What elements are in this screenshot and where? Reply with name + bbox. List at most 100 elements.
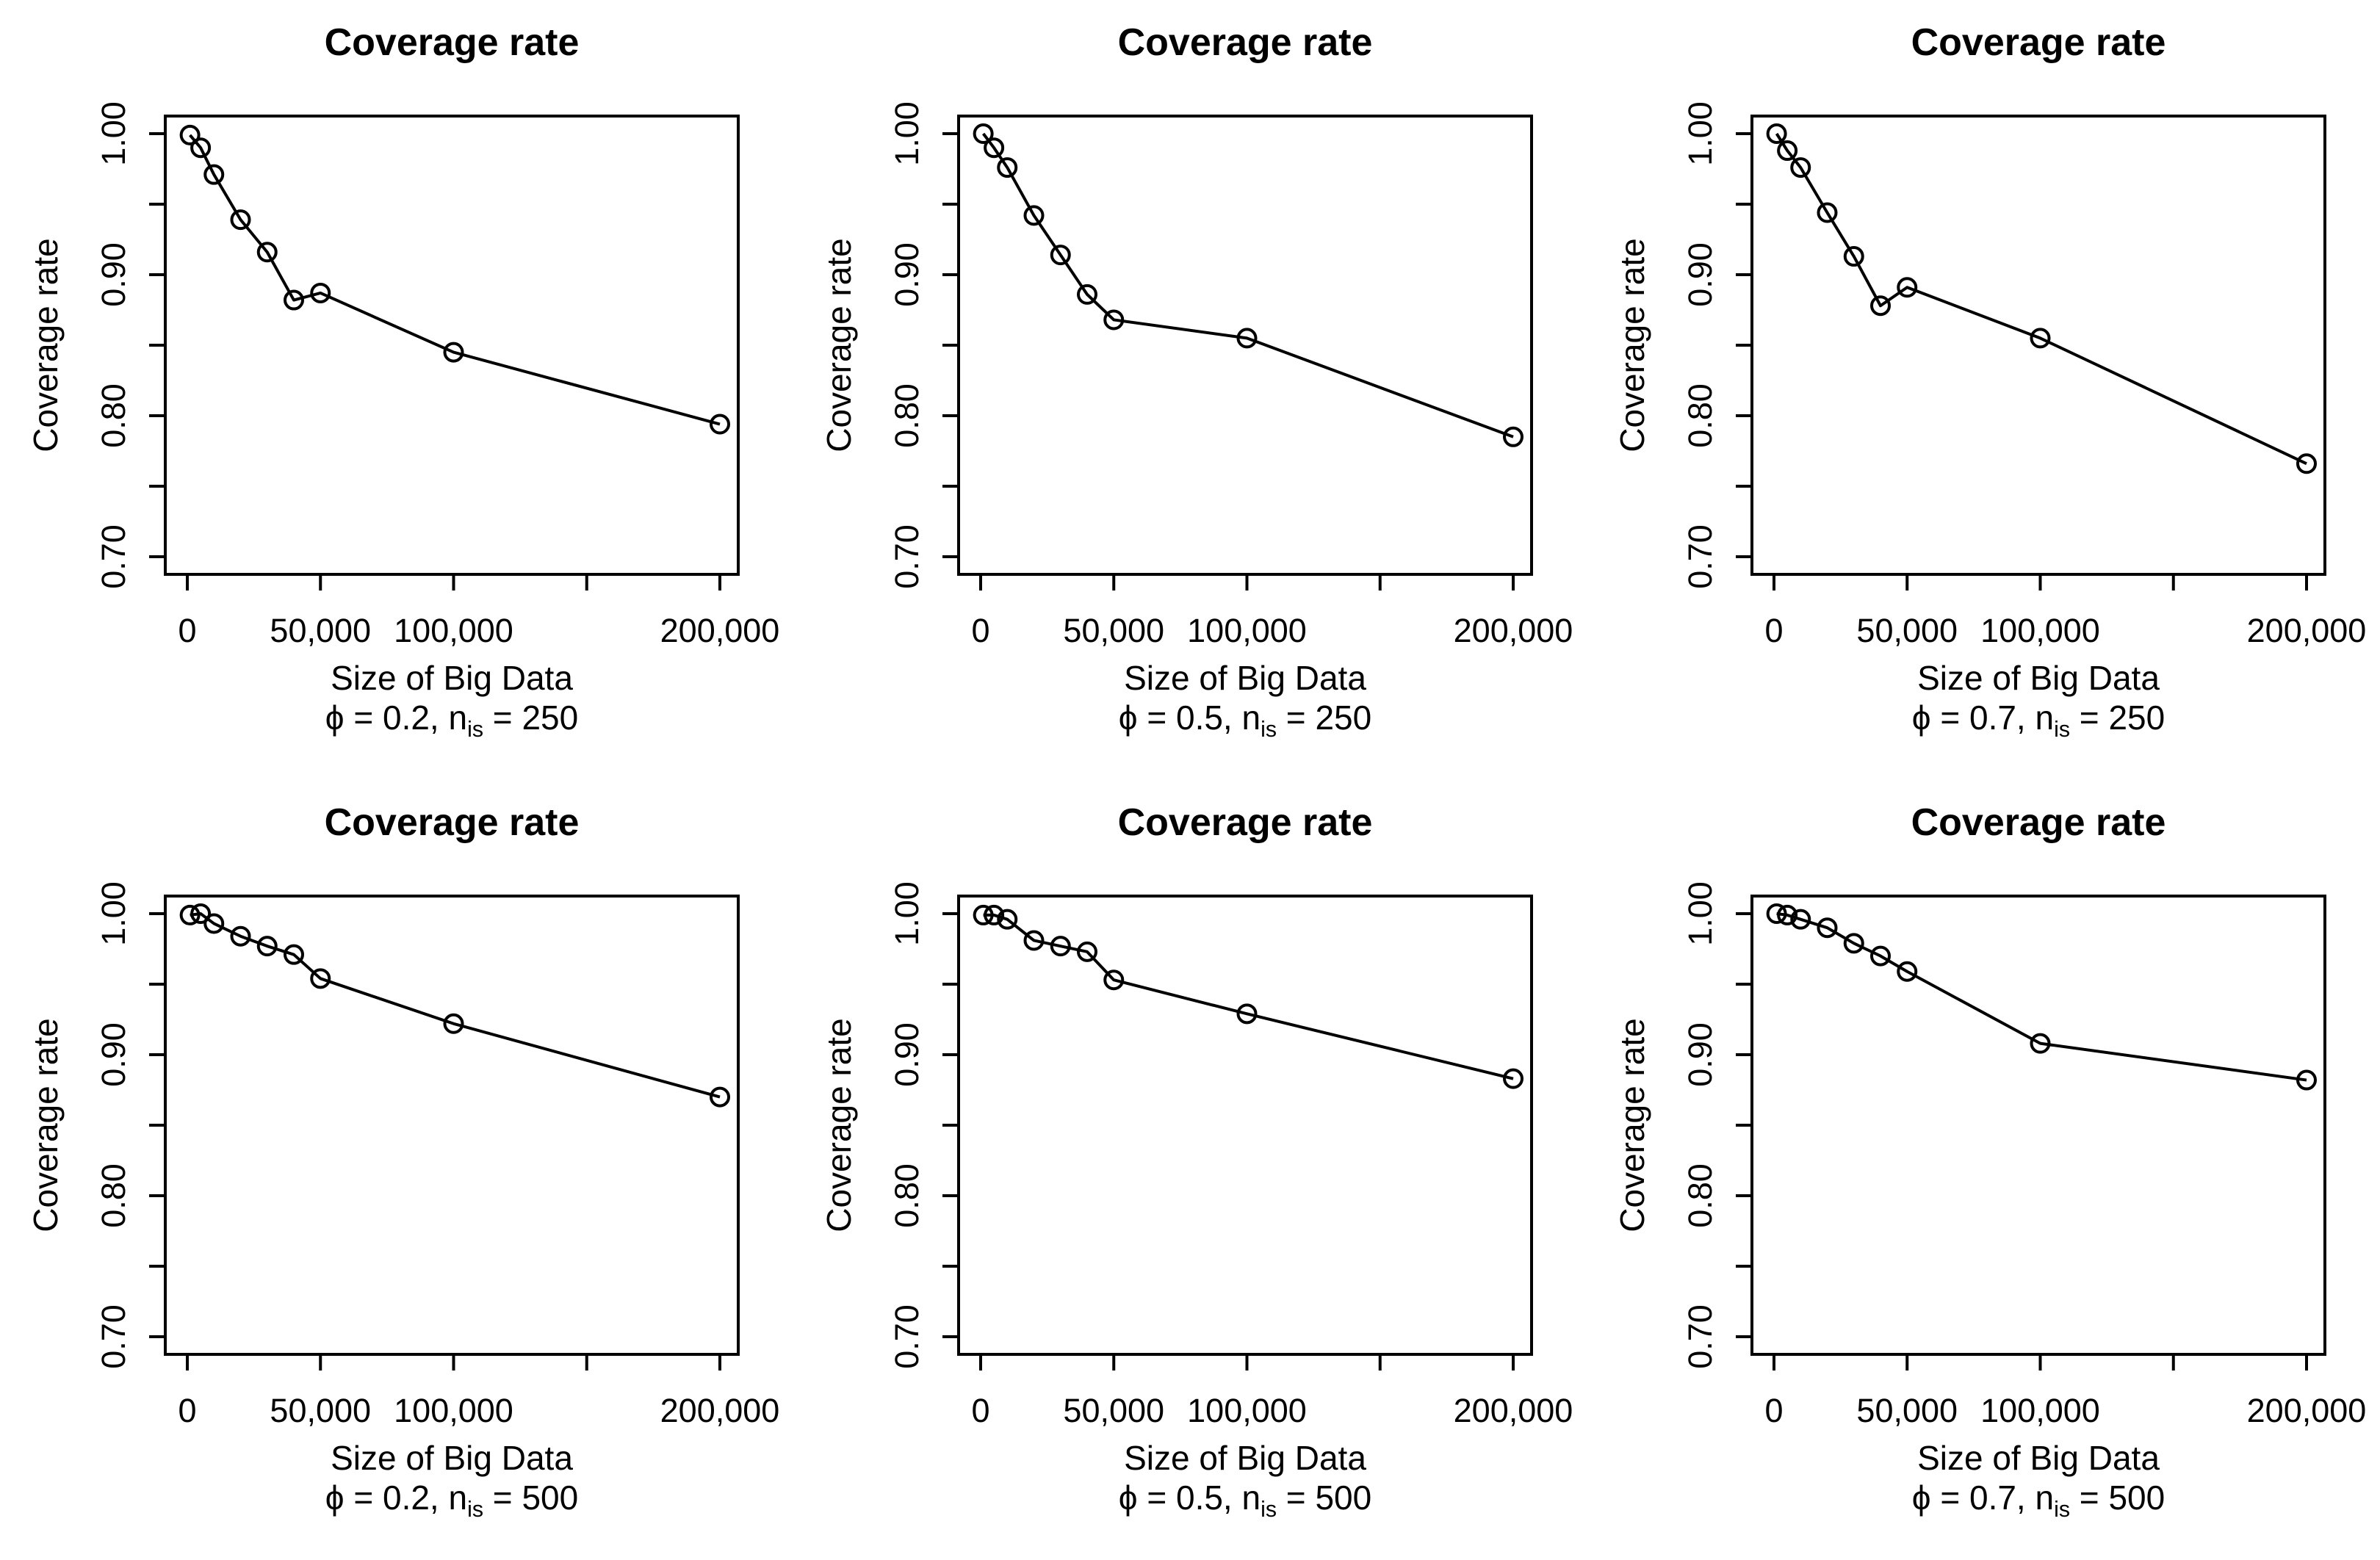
data-line (189, 134, 721, 426)
x-tick-label: 0 (1764, 1392, 1783, 1429)
y-tick-label: 0.90 (888, 242, 926, 307)
data-point (1766, 123, 1787, 144)
param-label: ϕ = 0.2, nis = 250 (165, 698, 738, 744)
param-subscript: is (1261, 1498, 1277, 1523)
y-tick-label: 0.90 (95, 242, 132, 307)
y-tick-label: 1.00 (888, 881, 926, 946)
x-tick-label: 100,000 (1980, 612, 2100, 649)
param-subscript: is (467, 1498, 484, 1523)
plot-canvas: 0 50,000 100,000 200,000 0.70 0.80 0.90 1.00 (888, 101, 1573, 649)
data-point (190, 137, 212, 159)
y-tick-label: 0.70 (95, 1304, 132, 1369)
data-point (1843, 246, 1864, 267)
data-point (1077, 284, 1097, 305)
plot-box (164, 115, 740, 576)
x-tick-label: 100,000 (1187, 1392, 1307, 1429)
data-point (179, 904, 201, 925)
param-label-pre: ϕ = 0.7, n (1911, 698, 2055, 737)
data-point (2030, 1033, 2051, 1054)
param-label: ϕ = 0.7, nis = 250 (1752, 698, 2325, 744)
x-tick-label: 50,000 (1856, 612, 1958, 649)
data-point (1236, 328, 1258, 349)
data-point (1843, 933, 1864, 954)
y-tick-label: 1.00 (1681, 101, 1719, 166)
y-tick-label: 0.80 (888, 383, 926, 448)
y-tick-label: 0.70 (888, 1304, 926, 1369)
data-point (203, 164, 225, 185)
y-tick-label: 0.80 (1681, 1163, 1719, 1228)
data-point (2296, 1069, 2317, 1091)
param-label: ϕ = 0.5, nis = 500 (959, 1478, 1532, 1524)
plot-box (957, 115, 1533, 576)
data-point (1503, 426, 1523, 447)
x-axis-label: Size of Big Data (1917, 1439, 2160, 1477)
plot-title: Coverage rate (324, 801, 580, 844)
plot-canvas: 0 50,000 100,000 200,000 0.70 0.80 0.90 1.00 (95, 101, 780, 649)
data-point (984, 137, 1005, 159)
x-tick-label: 0 (178, 1392, 196, 1429)
data-point (1777, 904, 1798, 925)
y-tick-label: 0.80 (1681, 383, 1719, 448)
y-tick-label: 1.00 (95, 101, 132, 166)
x-tick-label: 200,000 (2247, 1392, 2367, 1429)
plot-box (957, 895, 1533, 1356)
x-tick-label: 100,000 (394, 612, 513, 649)
data-point (230, 925, 251, 947)
data-point (1897, 277, 1918, 298)
data-point (1817, 917, 1838, 939)
plot-title: Coverage rate (324, 21, 580, 64)
y-tick-label: 0.80 (95, 1163, 132, 1228)
x-axis-label: Size of Big Data (331, 1439, 573, 1477)
y-tick-label: 0.80 (888, 1163, 926, 1228)
y-tick-label: 1.00 (95, 881, 132, 946)
x-tick-label: 50,000 (270, 612, 371, 649)
x-tick-label: 0 (178, 612, 196, 649)
x-tick-label: 200,000 (2247, 612, 2367, 649)
x-axis-label: Size of Big Data (1917, 659, 2160, 697)
plot-panel-phi05-n500: Coverage rate Coverage rate 0 50,000 100,0… (793, 780, 1587, 1560)
data-point (973, 904, 994, 925)
data-point (984, 904, 1005, 925)
param-label-post: = 500 (1277, 1478, 1372, 1517)
param-label-post: = 500 (2070, 1478, 2166, 1517)
data-point (310, 968, 331, 989)
x-tick-label: 50,000 (1063, 612, 1164, 649)
x-tick-label: 50,000 (1063, 1392, 1164, 1429)
y-tick-label: 0.90 (1681, 1022, 1719, 1087)
x-tick-label: 200,000 (660, 612, 780, 649)
data-point (284, 944, 304, 965)
y-tick-label: 0.90 (888, 1022, 926, 1087)
data-point (997, 157, 1018, 178)
param-label-pre: ϕ = 0.7, n (1911, 1478, 2055, 1517)
plot-panel-phi02-n500: Coverage rate Coverage rate 0 50,000 100,0… (0, 780, 793, 1560)
x-tick-label: 100,000 (1980, 1392, 2100, 1429)
param-subscript: is (2054, 718, 2071, 743)
data-line (982, 132, 1514, 438)
data-point (1236, 1003, 1258, 1025)
data-point (710, 414, 730, 435)
y-tick-label: 0.80 (95, 383, 132, 448)
data-point (973, 123, 994, 144)
param-subscript: is (467, 718, 484, 743)
param-label: ϕ = 0.5, nis = 250 (959, 698, 1532, 744)
x-tick-label: 0 (971, 612, 989, 649)
plot-title: Coverage rate (1911, 801, 2166, 844)
data-point (230, 209, 251, 231)
data-point (179, 124, 201, 145)
data-point (1790, 157, 1811, 178)
data-point (284, 289, 304, 311)
x-tick-label: 200,000 (660, 1392, 780, 1429)
plot-title: Coverage rate (1117, 21, 1373, 64)
data-line (983, 913, 1514, 1080)
data-point (190, 903, 212, 924)
x-axis-label: Size of Big Data (1124, 1439, 1366, 1477)
data-point (2296, 453, 2317, 474)
plot-title: Coverage rate (1117, 801, 1373, 844)
data-point (1870, 945, 1891, 967)
param-label-pre: ϕ = 0.2, n (325, 698, 468, 737)
data-point (1103, 969, 1125, 991)
plot-canvas: 0 50,000 100,000 200,000 0.70 0.80 0.90 1.00 (95, 881, 780, 1429)
x-tick-label: 0 (1764, 612, 1783, 649)
plot-panel-phi05-n250: Coverage rate Coverage rate 0 50,000 100,0… (793, 0, 1587, 780)
param-label-pre: ϕ = 0.5, n (1118, 698, 1261, 737)
